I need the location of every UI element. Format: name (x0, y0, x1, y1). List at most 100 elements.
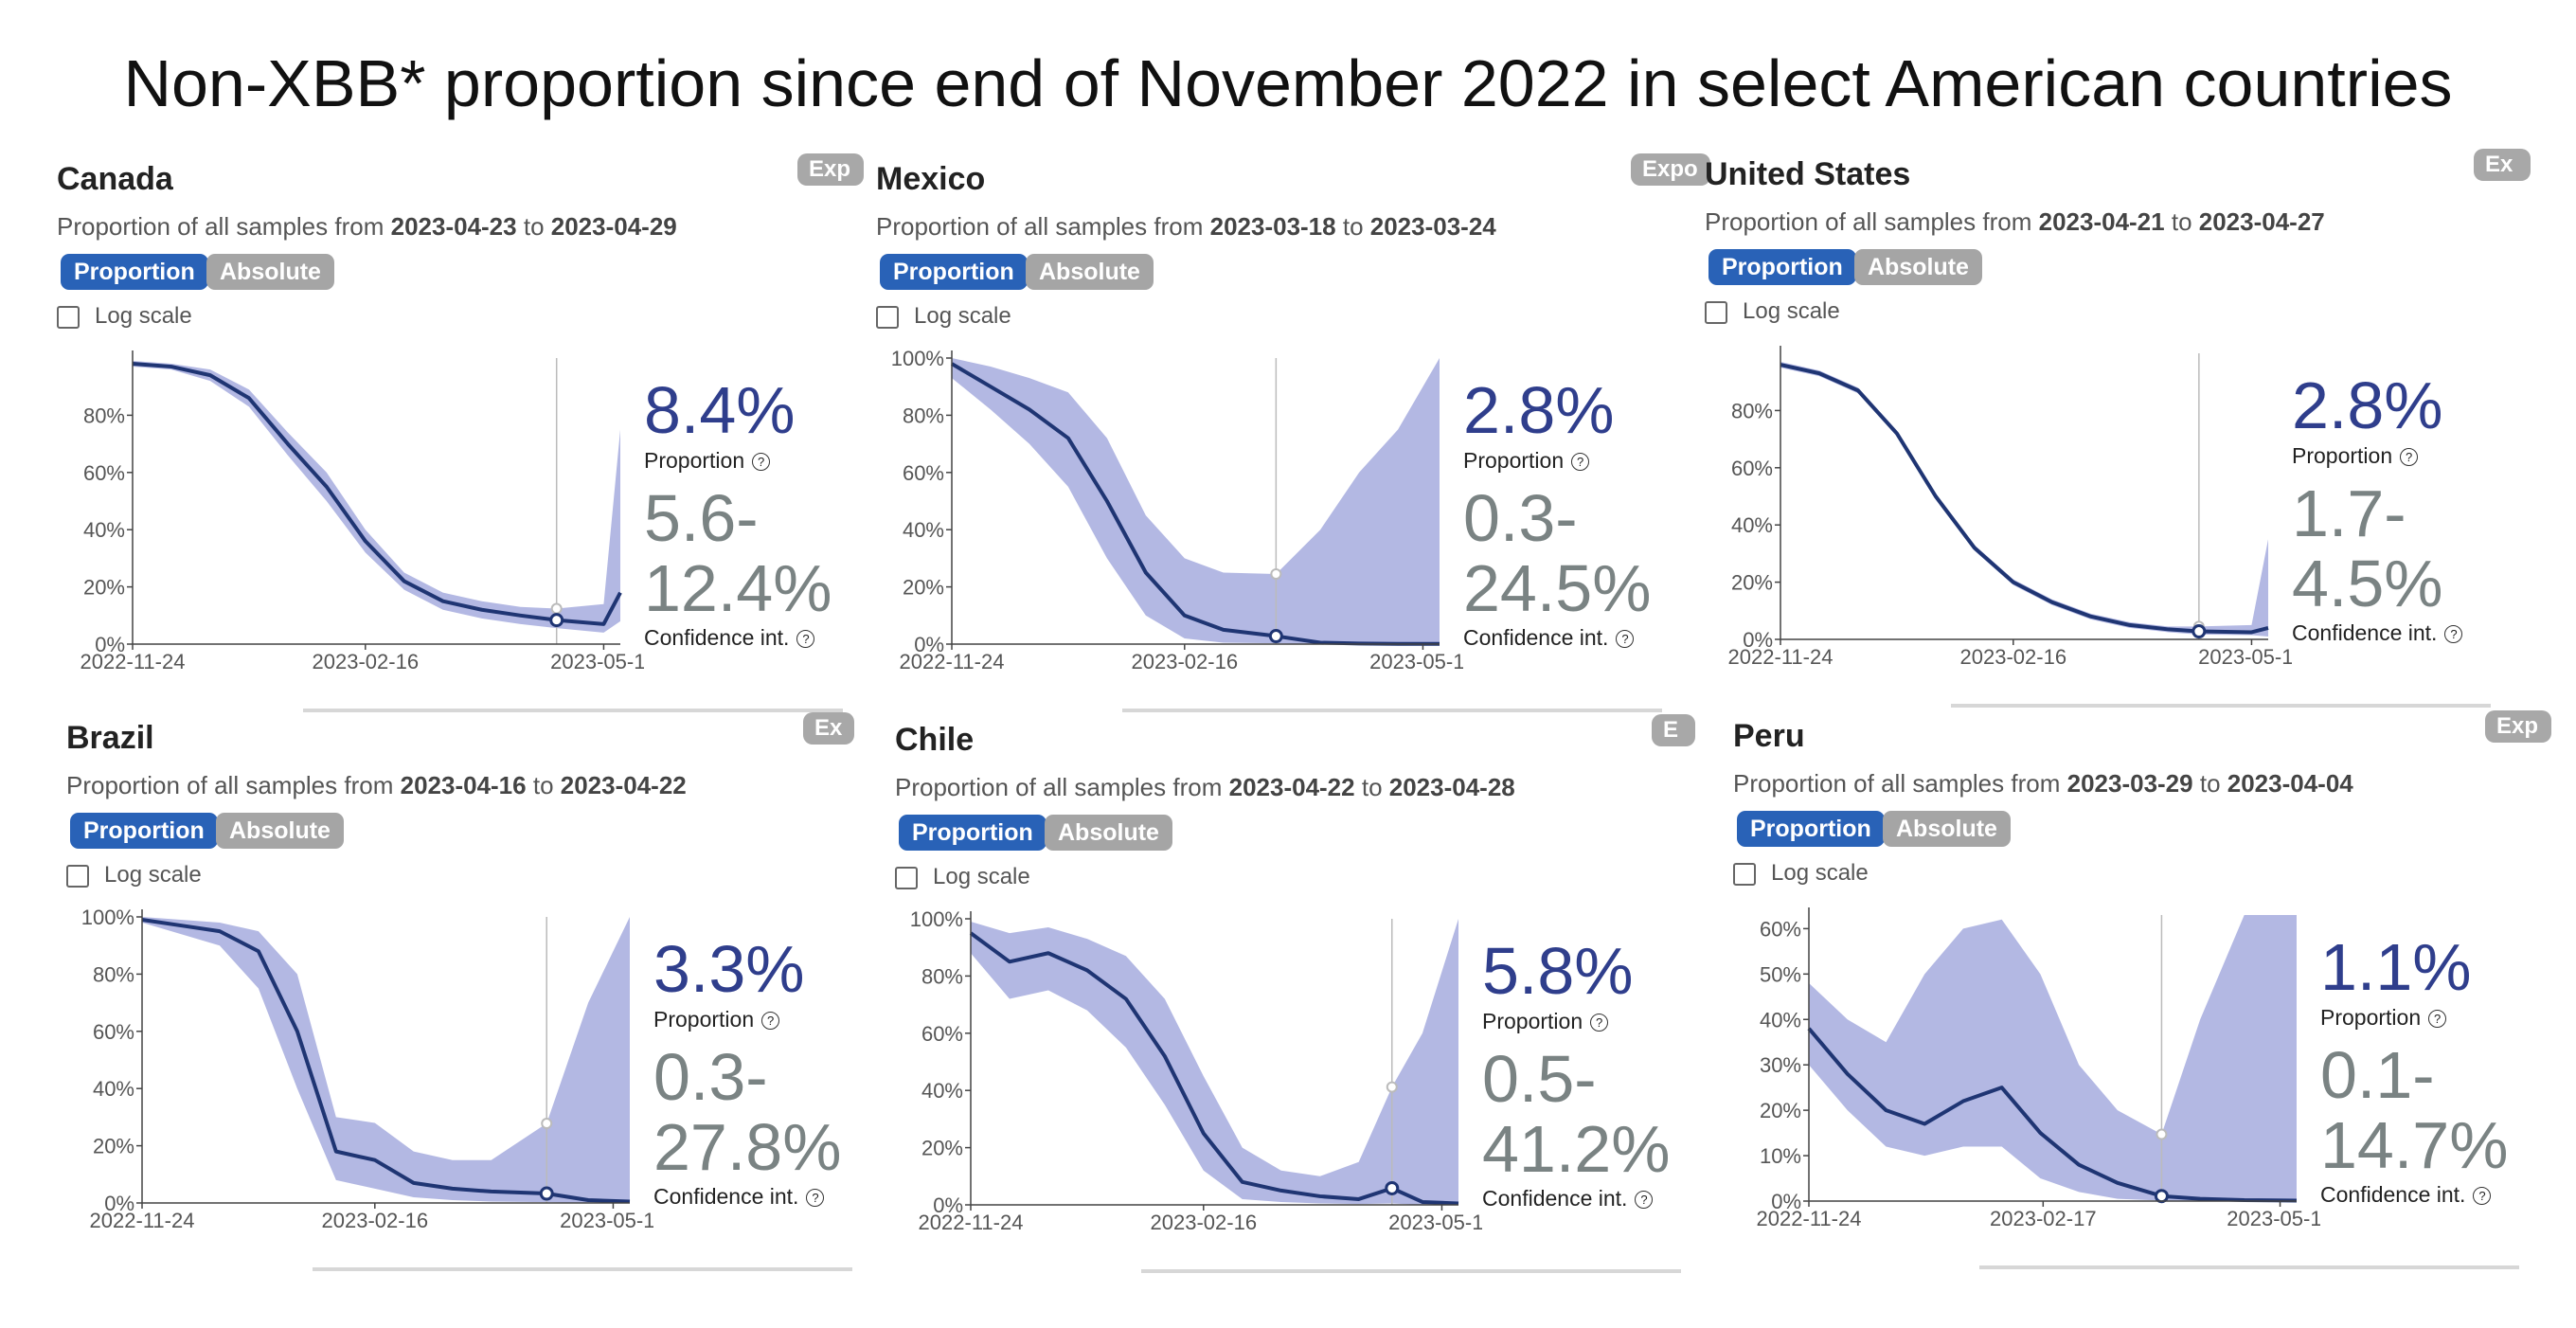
absolute-button[interactable]: Absolute (1045, 815, 1172, 851)
y-tick-label: 20% (83, 576, 125, 600)
date-to: 2023-04-29 (550, 212, 677, 241)
proportion-label: Proportion (653, 1007, 755, 1032)
panel-brazil: Brazil Ex Proportion of all samples from 2… (66, 712, 881, 1279)
export-button[interactable]: Expo (1631, 153, 1710, 186)
ci-high: 41.2% (1482, 1112, 1671, 1186)
proportion-label: Proportion (1482, 1009, 1583, 1033)
log-scale-toggle[interactable]: Log scale (1705, 298, 1840, 325)
proportion-button[interactable]: Proportion (1737, 811, 1885, 847)
log-scale-toggle[interactable]: Log scale (66, 862, 202, 888)
proportion-button[interactable]: Proportion (70, 813, 218, 849)
help-icon[interactable]: ? (1635, 1191, 1654, 1210)
x-tick-label: 2023-05-13 (2198, 645, 2292, 669)
proportion-label-row: Proportion? (2292, 443, 2519, 469)
subtitle-to: to (1342, 212, 1364, 241)
ci-label-row: Confidence int.? (653, 1184, 881, 1210)
help-icon[interactable]: ? (2400, 448, 2419, 467)
x-tick-label: 2023-05-13 (1388, 1211, 1482, 1234)
ci-low: 5.6- (644, 481, 759, 555)
log-scale-checkbox[interactable] (57, 305, 80, 329)
ci-upper-point (550, 602, 563, 615)
stats-box: 2.8% Proportion? 0.3- 24.5% Confidence int.? (1463, 374, 1690, 651)
proportion-label-row: Proportion? (644, 448, 871, 474)
log-scale-checkbox[interactable] (895, 866, 918, 889)
log-scale-checkbox[interactable] (876, 305, 899, 329)
horizontal-scrollbar[interactable] (1979, 1265, 2519, 1269)
proportion-value: 3.3% (653, 932, 805, 1006)
help-icon[interactable]: ? (796, 630, 815, 649)
y-tick-label: 20% (93, 1135, 134, 1158)
confidence-band (133, 361, 620, 633)
horizontal-scrollbar[interactable] (303, 709, 843, 712)
ci-high: 27.8% (653, 1110, 842, 1184)
help-icon[interactable]: ? (2473, 1187, 2492, 1206)
help-icon[interactable]: ? (1571, 453, 1590, 472)
log-scale-toggle[interactable]: Log scale (895, 864, 1030, 890)
y-tick-label: 10% (1760, 1144, 1801, 1168)
proportion-button[interactable]: Proportion (880, 254, 1028, 290)
proportion-point (539, 1186, 554, 1201)
export-button[interactable]: Exp (797, 153, 864, 186)
y-tick-label: 20% (1760, 1099, 1801, 1122)
country-title: Canada (57, 161, 173, 197)
x-tick-label: 2023-05-13 (550, 650, 644, 673)
subtitle-prefix: Proportion of all samples from (1733, 769, 2061, 798)
y-tick-label: 40% (921, 1079, 963, 1103)
confidence-interval-value: 0.3- 27.8% (653, 1042, 881, 1182)
ci-label-row: Confidence int.? (2292, 620, 2519, 646)
absolute-button[interactable]: Absolute (1854, 249, 1982, 285)
proportion-label-row: Proportion? (1463, 448, 1690, 474)
country-title: Chile (895, 722, 975, 758)
chart: 0% 10% 20% 30% 40% 50% 60% 2022-11-24 2023-02-17… (1757, 907, 2320, 1230)
ci-upper-point (2156, 1128, 2168, 1140)
help-icon[interactable]: ? (1590, 1014, 1609, 1032)
x-tick-label: 2023-02-17 (1990, 1207, 2097, 1230)
help-icon[interactable]: ? (761, 1012, 780, 1031)
help-icon[interactable]: ? (2428, 1010, 2447, 1029)
log-scale-toggle[interactable]: Log scale (57, 303, 192, 330)
proportion-line (132, 362, 622, 626)
absolute-button[interactable]: Absolute (206, 254, 334, 290)
horizontal-scrollbar[interactable] (1951, 704, 2491, 708)
panel-united-states: United States Ex Proportion of all samples… (1705, 149, 2531, 715)
y-tick-label: 20% (903, 576, 944, 600)
absolute-button[interactable]: Absolute (1026, 254, 1154, 290)
country-title: Brazil (66, 720, 154, 756)
date-from: 2023-04-16 (400, 771, 527, 799)
help-icon[interactable]: ? (752, 453, 771, 472)
date-range-subtitle: Proportion of all samples from 2023-03-1… (876, 212, 1496, 242)
panel-peru: Peru Exp Proportion of all samples from 20… (1733, 710, 2551, 1277)
log-scale-checkbox[interactable] (1705, 300, 1727, 324)
horizontal-scrollbar[interactable] (313, 1267, 852, 1271)
export-button[interactable]: E (1652, 714, 1695, 746)
ci-label: Confidence int. (1482, 1186, 1628, 1211)
help-icon[interactable]: ? (1616, 630, 1635, 649)
export-button[interactable]: Ex (2474, 149, 2531, 181)
confidence-band (142, 917, 630, 1203)
ci-label-row: Confidence int.? (644, 625, 871, 651)
absolute-button[interactable]: Absolute (1883, 811, 2011, 847)
help-icon[interactable]: ? (2444, 625, 2463, 644)
horizontal-scrollbar[interactable] (1122, 709, 1662, 712)
subtitle-prefix: Proportion of all samples from (66, 771, 394, 799)
export-button[interactable]: Ex (803, 712, 854, 745)
log-scale-toggle[interactable]: Log scale (876, 303, 1011, 330)
proportion-label: Proportion (1463, 448, 1565, 473)
log-scale-checkbox[interactable] (1733, 862, 1756, 886)
subtitle-to: to (532, 771, 554, 799)
log-scale-toggle[interactable]: Log scale (1733, 860, 1869, 887)
export-button[interactable]: Exp (2485, 710, 2551, 743)
help-icon[interactable]: ? (806, 1189, 825, 1208)
y-tick-label: 40% (1731, 513, 1773, 537)
absolute-button[interactable]: Absolute (216, 813, 344, 849)
proportion-button[interactable]: Proportion (61, 254, 208, 290)
horizontal-scrollbar[interactable] (1141, 1269, 1681, 1273)
y-tick-label: 60% (921, 1022, 963, 1046)
proportion-button[interactable]: Proportion (899, 815, 1046, 851)
proportion-label-row: Proportion? (1482, 1009, 1709, 1034)
log-scale-checkbox[interactable] (66, 864, 89, 888)
subtitle-to: to (1361, 773, 1383, 801)
proportion-button[interactable]: Proportion (1708, 249, 1856, 285)
confidence-band (952, 358, 1440, 644)
subtitle-to: to (2199, 769, 2221, 798)
